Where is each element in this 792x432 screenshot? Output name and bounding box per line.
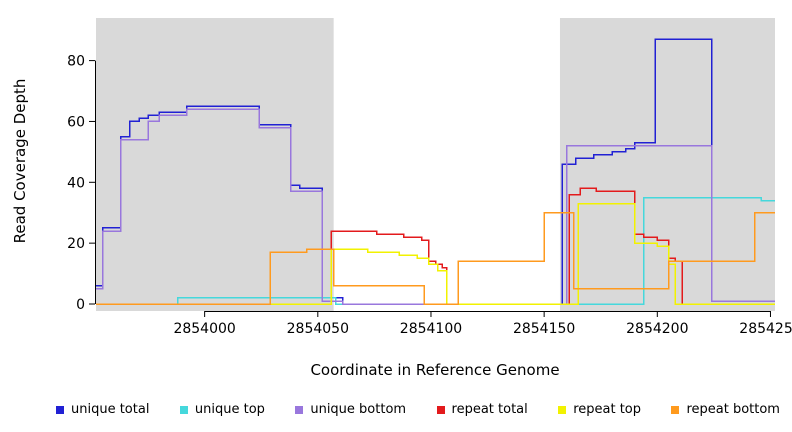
legend-label: unique total [71,402,150,417]
coverage-plot: 2854000 2854050 2854100 2854150 2854200 28542… [67,18,792,337]
y-tick-label: 40 [67,175,85,191]
legend-item: unique top [179,402,265,417]
x-axis-label: Coordinate in Reference Genome [310,361,560,379]
series-repeat-bottom [96,211,775,305]
y-tick-label: 0 [76,297,85,313]
series-repeat-total [96,187,775,305]
series-repeat-top [96,202,775,305]
legend-color-swatch [671,405,680,414]
y-tick-label: 60 [67,114,85,130]
y-tick-label: 80 [67,54,85,70]
x-tick-label: 2854200 [626,321,688,337]
legend-color-swatch [558,405,567,414]
legend-label: unique top [194,402,265,417]
legend-item: repeat top [558,402,641,417]
legend-label: unique bottom [310,402,407,417]
legend-item: unique bottom [295,402,406,417]
series-unique-bottom [96,108,775,305]
legend: unique total unique top unique bottom repea… [56,402,780,417]
shaded-region [96,18,334,311]
legend-label: repeat bottom [686,402,780,417]
shaded-region [559,18,775,311]
x-tick-label: 2854100 [400,321,462,337]
legend-item: repeat total [436,402,528,417]
legend-label: repeat total [451,402,528,417]
y-axis-label: Read Coverage Depth [11,78,29,244]
legend-item: unique total [56,402,149,417]
x-tick-label: 2854050 [287,321,349,337]
legend-color-swatch [56,405,64,414]
legend-color-swatch [295,405,304,414]
legend-color-swatch [436,405,445,414]
legend-label: repeat top [573,402,641,417]
x-tick-label: 2854000 [173,321,235,337]
y-tick-label: 20 [67,236,85,252]
legend-color-swatch [179,405,188,414]
legend-item: repeat bottom [671,402,780,417]
x-tick-label: 2854150 [513,321,575,337]
